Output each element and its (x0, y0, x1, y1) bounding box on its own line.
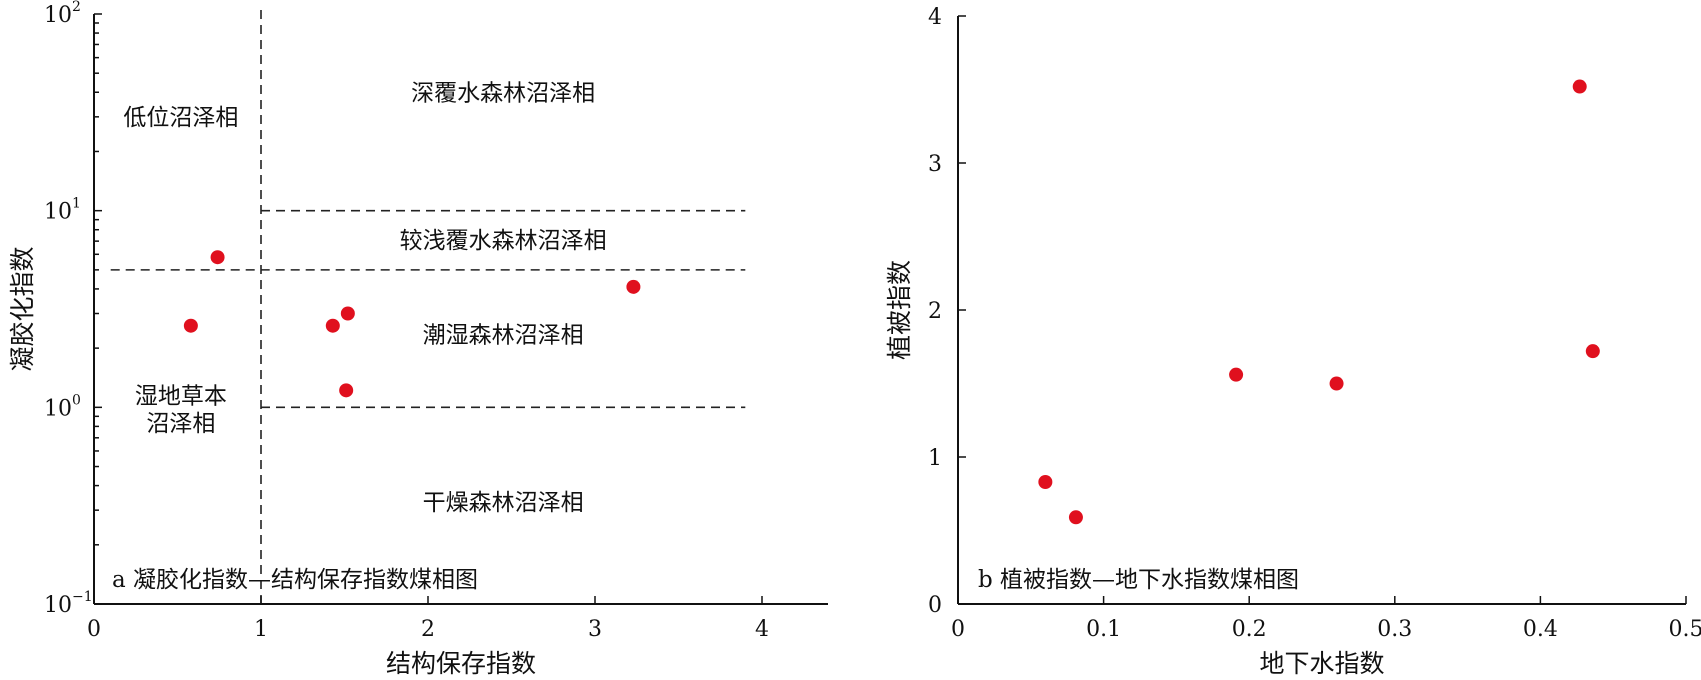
panel-a-region-label-4: 湿地草本 (135, 383, 227, 409)
panel-a-x-axis-label: 结构保存指数 (386, 649, 536, 678)
panel-a-region-label-5: 沼泽相 (146, 411, 215, 437)
panel-a-data-point-4 (339, 383, 354, 398)
panel-a-region-label-3: 潮湿森林沼泽相 (423, 322, 584, 348)
panel-b-data-point-5 (1585, 344, 1600, 359)
panel-b-x-tick-label-0: 0 (951, 617, 965, 642)
panel-b-data-point-3 (1329, 376, 1344, 391)
panel-b-x-tick-label-3: 0.3 (1377, 617, 1412, 642)
panel-b-x-tick-label-1: 0.1 (1086, 617, 1121, 642)
panel-a-y-axis-label: 凝胶化指数 (8, 246, 37, 371)
panel-a-x-tick-label-4: 4 (755, 617, 769, 642)
panel-b-data-point-2 (1229, 367, 1244, 382)
panel-b-y-axis-label: 植被指数 (885, 260, 914, 360)
panel-b-y-tick-label-2: 2 (928, 299, 942, 324)
panel-a-data-point-3 (340, 306, 355, 321)
panel-a-data-point-0 (210, 250, 225, 265)
panel-a-x-tick-label-0: 0 (87, 617, 101, 642)
panel-b-data-point-1 (1068, 510, 1083, 525)
panel-a-x-tick-label-3: 3 (588, 617, 602, 642)
panel-a-caption: a 凝胶化指数—结构保存指数煤相图 (112, 567, 478, 593)
panel-b-data-point-0 (1038, 474, 1053, 489)
panel-a-x-tick-label-2: 2 (421, 617, 435, 642)
panel-b-x-axis-label: 地下水指数 (1259, 649, 1384, 678)
panel-a-region-label-6: 干燥森林沼泽相 (423, 490, 584, 516)
panel-b-x-tick-label-2: 0.2 (1232, 617, 1267, 642)
panel-a-region-label-2: 较浅覆水森林沼泽相 (400, 228, 607, 254)
panel-a-data-point-5 (626, 279, 641, 294)
panel-b-caption: b 植被指数—地下水指数煤相图 (978, 567, 1299, 593)
panel-a-data-point-2 (325, 318, 340, 333)
panel-a-data-point-1 (183, 318, 198, 333)
panel-a-y-tick-label-3: 102 (44, 0, 81, 28)
panel-b-x-tick-label-4: 0.4 (1523, 617, 1558, 642)
panel-b-y-tick-label-3: 3 (928, 152, 942, 177)
panel-a-gelification-structure: 0 1 2 3 4 10−1 100 101 102 低位沼泽相 深覆水森林沼泽相较浅覆水森林沼… (8, 0, 828, 678)
panel-b-y-tick-label-1: 1 (928, 446, 942, 471)
panel-a-x-tick-label-1: 1 (254, 617, 268, 642)
panel-b-vegetation-groundwater: 0 0.1 0.2 0.3 0.4 0.5 0 1 2 3 4 b 植被指数—地下水指数煤相图 地… (885, 5, 1701, 678)
panel-b-data-point-4 (1572, 79, 1587, 94)
panel-b-y-tick-label-4: 4 (928, 5, 942, 30)
panel-a-y-tick-label-0: 10−1 (44, 589, 93, 618)
panel-a-region-label-1: 深覆水森林沼泽相 (411, 80, 595, 106)
panel-a-y-tick-label-2: 101 (44, 196, 81, 225)
panel-a-region-label-0: 低位沼泽相 (123, 105, 238, 131)
panel-b-y-tick-label-0: 0 (928, 593, 942, 618)
panel-b-x-tick-label-5: 0.5 (1669, 617, 1701, 642)
panel-a-y-tick-label-1: 100 (44, 392, 81, 421)
